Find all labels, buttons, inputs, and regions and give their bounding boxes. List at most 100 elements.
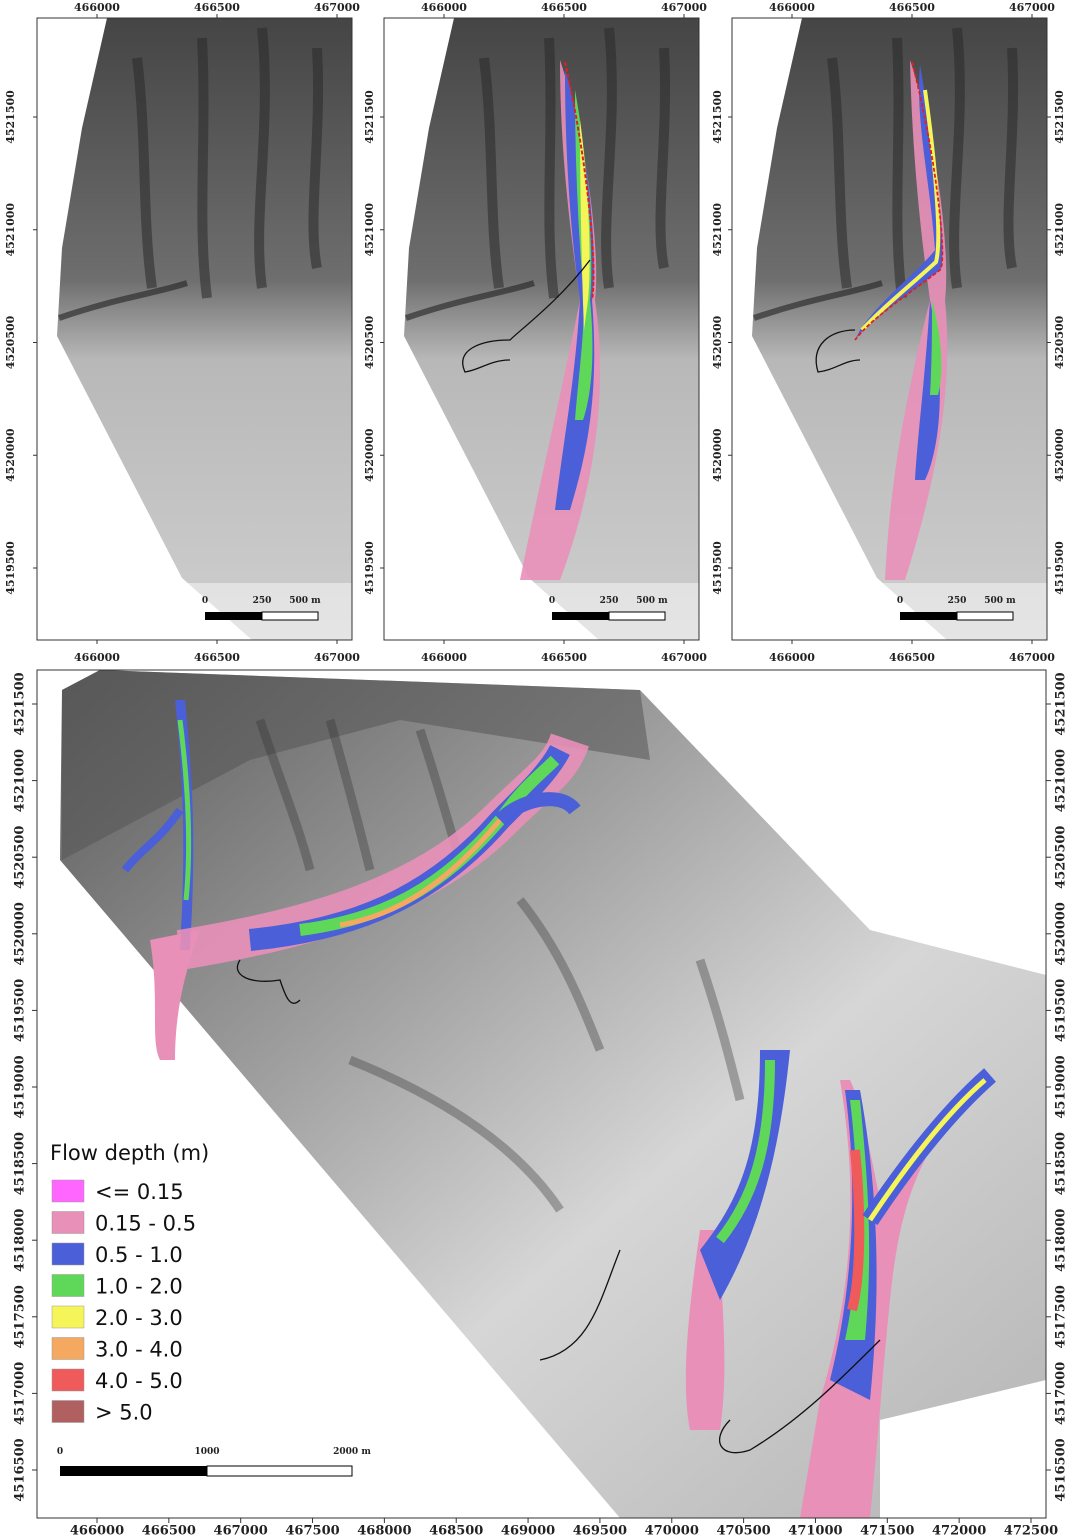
y-tick-label: 4521500 xyxy=(4,90,17,144)
x-tick-label: 466000 xyxy=(70,1524,124,1538)
scale-label: 0 xyxy=(549,596,555,606)
y-tick-label: 4519500 xyxy=(363,541,376,595)
x-tick-label: 467000 xyxy=(661,1,707,14)
x-tick-label: 468500 xyxy=(429,1524,483,1538)
scale-label: 0 xyxy=(202,596,208,606)
legend-label: 1.0 - 2.0 xyxy=(95,1275,183,1299)
y-tick-label: 4521500 xyxy=(13,672,28,735)
y-tick-label: 4517000 xyxy=(13,1362,28,1425)
y-tick-label: 4518500 xyxy=(13,1132,28,1195)
y-tick-label: 4521000 xyxy=(363,203,376,257)
x-tick-label: 466000 xyxy=(421,651,467,664)
x-tick-label: 466000 xyxy=(769,1,815,14)
panel-1 xyxy=(37,18,352,640)
y-tick-label: 4521000 xyxy=(4,203,17,257)
x-tick-label: 467500 xyxy=(285,1524,339,1538)
scale-label: 2000 m xyxy=(333,1447,371,1457)
x-tick-label: 466000 xyxy=(74,651,120,664)
scale-label: 0 xyxy=(897,596,903,606)
y-tick-label: 4520500 xyxy=(13,826,28,889)
y-tick-label: 4520000 xyxy=(1053,428,1066,482)
legend-label: > 5.0 xyxy=(95,1401,153,1425)
x-tick-label: 467000 xyxy=(661,651,707,664)
legend-title: Flow depth (m) xyxy=(50,1141,209,1165)
scale-label: 500 m xyxy=(636,596,668,606)
y-tick-label: 4520000 xyxy=(13,902,28,965)
y-tick-label: 4520500 xyxy=(711,315,724,369)
scale-label: 250 xyxy=(948,596,967,606)
legend-swatch xyxy=(52,1180,84,1202)
y-tick-label: 4520000 xyxy=(363,428,376,482)
x-tick-label: 468000 xyxy=(357,1524,411,1538)
legend-swatch xyxy=(52,1369,84,1391)
y-tick-label: 4517500 xyxy=(1054,1285,1069,1348)
y-tick-label: 4519500 xyxy=(1053,541,1066,595)
legend: Flow depth (m) xyxy=(50,1141,209,1165)
y-tick-label: 4520000 xyxy=(4,428,17,482)
y-tick-label: 4516500 xyxy=(13,1438,28,1501)
x-tick-label: 471500 xyxy=(860,1524,914,1538)
y-tick-label: 4519500 xyxy=(13,979,28,1042)
y-tick-label: 4521500 xyxy=(711,90,724,144)
x-tick-label: 472000 xyxy=(932,1524,986,1538)
x-tick-label: 469500 xyxy=(573,1524,627,1538)
panel-2 xyxy=(384,18,699,640)
scale-label: 500 m xyxy=(984,596,1016,606)
panel-3 xyxy=(732,18,1047,640)
figure: Flow depth (m) 466000 466500 467000 466000 4… xyxy=(0,0,1073,1538)
scale-label: 250 xyxy=(253,596,272,606)
legend-swatch xyxy=(52,1401,84,1423)
legend-label: 0.5 - 1.0 xyxy=(95,1243,183,1267)
legend-swatch xyxy=(52,1306,84,1328)
legend-label: 0.15 - 0.5 xyxy=(95,1212,196,1236)
y-tick-label: 4519000 xyxy=(1054,1055,1069,1118)
legend-label: 2.0 - 3.0 xyxy=(95,1306,183,1330)
x-tick-label: 466500 xyxy=(541,651,587,664)
y-tick-label: 4520000 xyxy=(711,428,724,482)
y-tick-label: 4521000 xyxy=(1053,203,1066,257)
y-tick-label: 4521500 xyxy=(1054,672,1069,735)
x-tick-label: 466500 xyxy=(889,1,935,14)
y-tick-label: 4519500 xyxy=(711,541,724,595)
y-tick-label: 4520000 xyxy=(1054,902,1069,965)
x-tick-label: 469000 xyxy=(501,1524,555,1538)
y-tick-label: 4518500 xyxy=(1054,1132,1069,1195)
x-tick-label: 466500 xyxy=(541,1,587,14)
x-tick-label: 471000 xyxy=(788,1524,842,1538)
x-tick-label: 466000 xyxy=(421,1,467,14)
legend-label: <= 0.15 xyxy=(95,1180,184,1204)
legend-label: 3.0 - 4.0 xyxy=(95,1338,183,1362)
y-tick-label: 4520500 xyxy=(1053,315,1066,369)
legend-swatch xyxy=(52,1275,84,1297)
x-tick-label: 472500 xyxy=(1004,1524,1058,1538)
x-tick-label: 466500 xyxy=(194,651,240,664)
scale-label: 500 m xyxy=(289,596,321,606)
x-tick-label: 467000 xyxy=(214,1524,268,1538)
x-tick-label: 466500 xyxy=(889,651,935,664)
y-tick-label: 4517000 xyxy=(1054,1362,1069,1425)
scale-label: 250 xyxy=(600,596,619,606)
y-tick-label: 4519000 xyxy=(13,1055,28,1118)
x-tick-label: 466500 xyxy=(194,1,240,14)
y-tick-label: 4521000 xyxy=(1054,749,1069,812)
y-tick-label: 4518000 xyxy=(13,1209,28,1272)
y-tick-label: 4517500 xyxy=(13,1285,28,1348)
legend-label: 4.0 - 5.0 xyxy=(95,1369,183,1393)
x-tick-label: 466000 xyxy=(769,651,815,664)
y-tick-label: 4521000 xyxy=(711,203,724,257)
y-tick-label: 4520500 xyxy=(4,315,17,369)
x-tick-label: 466500 xyxy=(142,1524,196,1538)
x-tick-label: 466000 xyxy=(74,1,120,14)
y-tick-label: 4521000 xyxy=(13,749,28,812)
x-tick-label: 467000 xyxy=(1009,1,1055,14)
x-tick-label: 470500 xyxy=(716,1524,770,1538)
overview-map xyxy=(37,670,1046,1518)
x-tick-label: 467000 xyxy=(314,1,360,14)
y-tick-label: 4516500 xyxy=(1054,1438,1069,1501)
legend-swatch xyxy=(52,1212,84,1234)
y-tick-label: 4520500 xyxy=(1054,826,1069,889)
y-tick-label: 4519500 xyxy=(4,541,17,595)
legend-swatch xyxy=(52,1338,84,1360)
x-tick-label: 470000 xyxy=(645,1524,699,1538)
y-tick-label: 4519500 xyxy=(1054,979,1069,1042)
